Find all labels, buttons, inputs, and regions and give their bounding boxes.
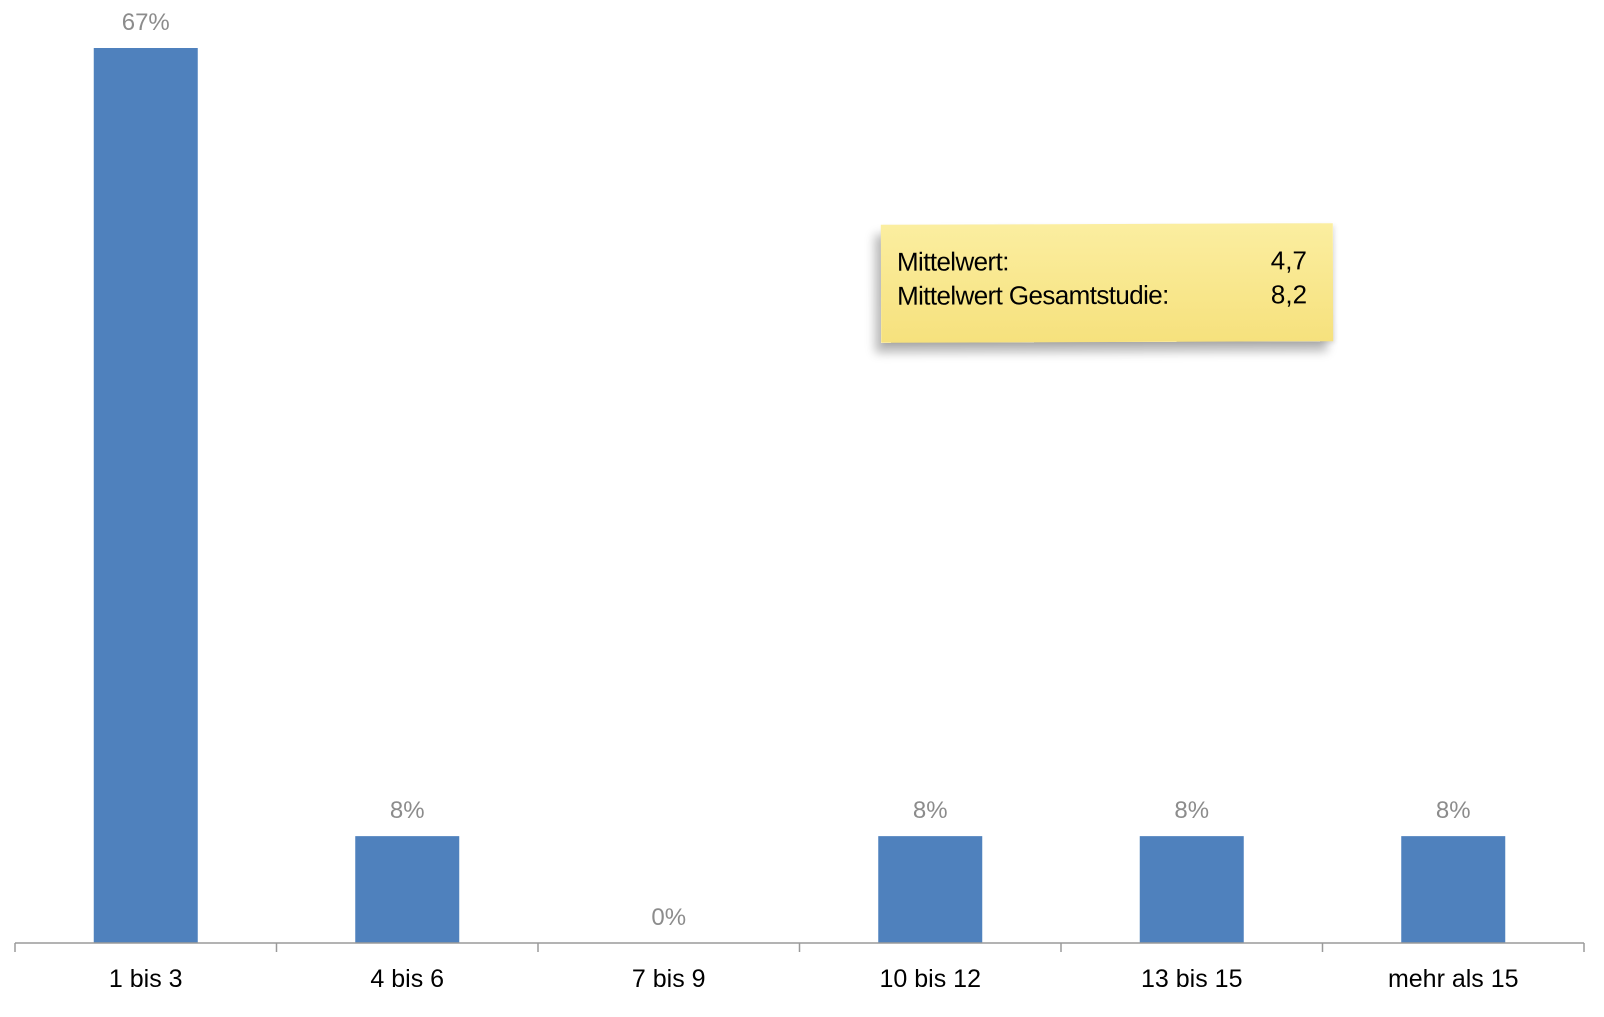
x-tick-label: 4 bis 6: [370, 965, 444, 993]
overall-mean-row: Mittelwert Gesamtstudie: 8,2: [897, 279, 1307, 314]
overall-mean-value: 8,2: [1270, 279, 1308, 310]
mean-label: Mittelwert:: [896, 246, 1009, 277]
data-label: 67%: [122, 9, 170, 36]
mean-value-note: Mittelwert: 4,7 Mittelwert Gesamtstudie:…: [880, 223, 1334, 343]
x-tick-label: 7 bis 9: [632, 965, 706, 993]
mean-value: 4,7: [1270, 245, 1307, 276]
x-tick-label: 1 bis 3: [109, 965, 183, 993]
data-label: 8%: [1174, 797, 1209, 824]
bar: [1401, 836, 1506, 943]
x-tick-label: mehr als 15: [1388, 965, 1519, 993]
x-tick-label: 13 bis 15: [1141, 965, 1242, 993]
data-label: 8%: [913, 797, 948, 824]
overall-mean-label: Mittelwert Gesamtstudie:: [896, 279, 1169, 311]
mean-row: Mittelwert: 4,7: [897, 245, 1307, 280]
bar: [878, 836, 983, 943]
data-label: 8%: [1436, 797, 1471, 824]
bar: [355, 836, 460, 943]
x-tick-label: 10 bis 12: [880, 965, 981, 993]
bar: [93, 48, 198, 943]
bar: [1139, 836, 1244, 943]
data-label: 8%: [390, 797, 425, 824]
data-label: 0%: [651, 904, 686, 931]
